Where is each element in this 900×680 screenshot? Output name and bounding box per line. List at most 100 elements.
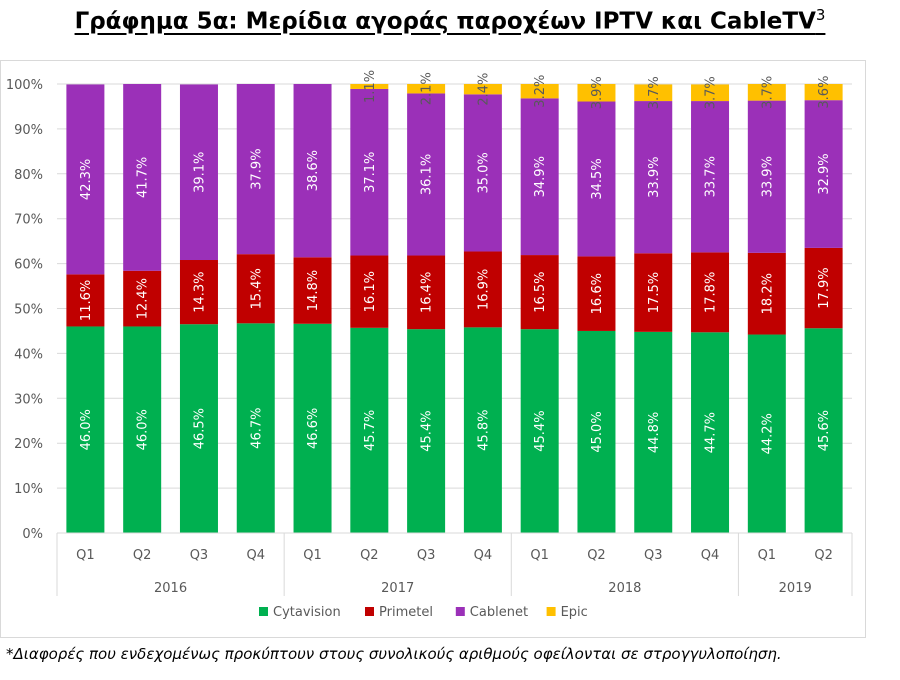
y-tick-label: 40% bbox=[14, 347, 43, 362]
data-label-primetel: 12.4% bbox=[136, 278, 151, 319]
data-label-epic: 2.1% bbox=[420, 72, 435, 105]
bar-cablenet bbox=[691, 101, 730, 253]
data-label-epic: 3.9% bbox=[590, 76, 605, 109]
bar-primetel bbox=[747, 252, 786, 335]
bar-primetel bbox=[236, 254, 275, 324]
bar-epic bbox=[804, 84, 843, 101]
data-labels: 46.0% 11.6% 42.3% 46.0% 12.4% 41.7% 46.5% 14.3%… bbox=[79, 70, 832, 454]
legend: Cytavision Primetel Cablenet Epic bbox=[259, 605, 588, 620]
data-label-cytavision: 45.0% bbox=[590, 411, 605, 452]
bar-epic bbox=[691, 84, 730, 102]
bar-cytavision bbox=[407, 329, 446, 533]
bar-cablenet bbox=[520, 98, 559, 256]
data-label-epic: 2.4% bbox=[476, 73, 491, 106]
data-label-primetel: 11.6% bbox=[79, 280, 94, 321]
bar-epic bbox=[577, 84, 616, 102]
bar-cablenet bbox=[123, 84, 162, 271]
data-label-cablenet: 33.9% bbox=[760, 156, 775, 197]
data-label-cablenet: 42.3% bbox=[79, 159, 94, 200]
data-label-cytavision: 45.4% bbox=[533, 410, 548, 451]
bar-cablenet bbox=[577, 101, 616, 257]
bar-cablenet bbox=[293, 84, 332, 258]
y-tick-label: 20% bbox=[14, 437, 43, 452]
bar-epic bbox=[463, 84, 502, 95]
stacked-bar-chart: 46.0% 11.6% 42.3% 46.0% 12.4% 41.7% 46.5% 14.3%… bbox=[6, 70, 853, 620]
bar-cytavision bbox=[691, 332, 730, 533]
x-tick-label: Q2 bbox=[360, 548, 379, 563]
data-label-primetel: 16.1% bbox=[363, 271, 378, 312]
bar-cablenet bbox=[350, 88, 389, 256]
data-label-cablenet: 37.9% bbox=[249, 148, 264, 189]
x-tick-label: Q2 bbox=[587, 548, 606, 563]
bar-cytavision bbox=[634, 331, 673, 533]
bar-cablenet bbox=[463, 94, 502, 252]
bar-primetel bbox=[520, 255, 559, 330]
bar-cytavision bbox=[179, 324, 218, 533]
data-label-cablenet: 37.1% bbox=[363, 152, 378, 193]
bar-cytavision bbox=[520, 329, 559, 533]
bar-primetel bbox=[179, 260, 218, 325]
bar-cytavision bbox=[350, 327, 389, 533]
x-tick-label: Q1 bbox=[758, 548, 777, 563]
data-label-epic: 3.6% bbox=[817, 76, 832, 109]
bar-cytavision bbox=[293, 323, 332, 533]
bar-primetel bbox=[691, 252, 730, 333]
grid-lines bbox=[57, 83, 852, 534]
x-tick-label: Q1 bbox=[76, 548, 95, 563]
bar-cablenet bbox=[236, 84, 275, 255]
data-label-cytavision: 46.7% bbox=[249, 408, 264, 449]
data-label-primetel: 16.6% bbox=[590, 273, 605, 314]
data-label-primetel: 16.9% bbox=[476, 269, 491, 310]
y-tick-label: 90% bbox=[14, 123, 43, 138]
bar-cablenet bbox=[66, 84, 105, 275]
y-tick-label: 50% bbox=[14, 303, 43, 318]
chart-title-text: Γράφημα 5α: Μερίδια αγοράς παροχέων IPTV… bbox=[74, 8, 816, 35]
data-label-cytavision: 44.7% bbox=[704, 412, 719, 453]
legend-swatch-cablenet bbox=[455, 607, 465, 616]
bar-cablenet bbox=[407, 93, 446, 256]
year-label: 2017 bbox=[381, 581, 414, 596]
bar-cytavision bbox=[463, 327, 502, 533]
data-label-epic: 3.7% bbox=[647, 76, 662, 109]
legend-label-primetel: Primetel bbox=[379, 605, 433, 620]
bar-cablenet bbox=[747, 100, 786, 253]
bar-primetel bbox=[350, 255, 389, 328]
data-label-primetel: 17.8% bbox=[704, 272, 719, 313]
bar-primetel bbox=[804, 247, 843, 329]
legend-label-cablenet: Cablenet bbox=[470, 605, 528, 620]
bar-epic bbox=[350, 84, 389, 89]
data-label-primetel: 18.2% bbox=[760, 273, 775, 314]
bar-cytavision bbox=[577, 330, 616, 533]
legend-swatch-epic bbox=[546, 607, 556, 616]
bars bbox=[66, 84, 843, 533]
legend-label-cytavision: Cytavision bbox=[273, 605, 341, 620]
data-label-cablenet: 34.9% bbox=[533, 156, 548, 197]
year-label: 2018 bbox=[608, 581, 641, 596]
y-tick-label: 10% bbox=[14, 482, 43, 497]
legend-swatch-cytavision bbox=[259, 607, 268, 616]
y-tick-label: 100% bbox=[6, 78, 43, 93]
bar-cablenet bbox=[804, 100, 843, 248]
x-tick-label: Q3 bbox=[644, 548, 663, 563]
x-tick-label: Q4 bbox=[701, 548, 720, 563]
bar-epic bbox=[407, 84, 446, 94]
data-label-cablenet: 35.0% bbox=[476, 152, 491, 193]
x-tick-label: Q2 bbox=[133, 548, 152, 563]
x-tick-label: Q3 bbox=[190, 548, 209, 563]
data-label-cablenet: 33.7% bbox=[704, 156, 719, 197]
chart-title-superscript: 3 bbox=[815, 6, 826, 24]
data-label-primetel: 16.5% bbox=[533, 271, 548, 312]
data-label-cablenet: 32.9% bbox=[817, 153, 832, 194]
data-label-cytavision: 45.6% bbox=[817, 410, 832, 451]
bar-primetel bbox=[577, 256, 616, 331]
bar-epic bbox=[747, 84, 786, 101]
chart-title: Γράφημα 5α: Μερίδια αγοράς παροχέων IPTV… bbox=[0, 6, 900, 35]
data-label-epic: 3.2% bbox=[533, 75, 548, 108]
year-label: 2016 bbox=[154, 581, 187, 596]
axes: 0% 10% 20% 30% 40% 50% 60% 70% 80% 90% 100% Q1 Q2 Q3 Q… bbox=[6, 78, 853, 596]
bar-primetel bbox=[634, 253, 673, 332]
data-label-primetel: 17.9% bbox=[817, 267, 832, 308]
bar-primetel bbox=[293, 257, 332, 324]
bar-primetel bbox=[463, 251, 502, 328]
y-tick-label: 0% bbox=[22, 527, 43, 542]
